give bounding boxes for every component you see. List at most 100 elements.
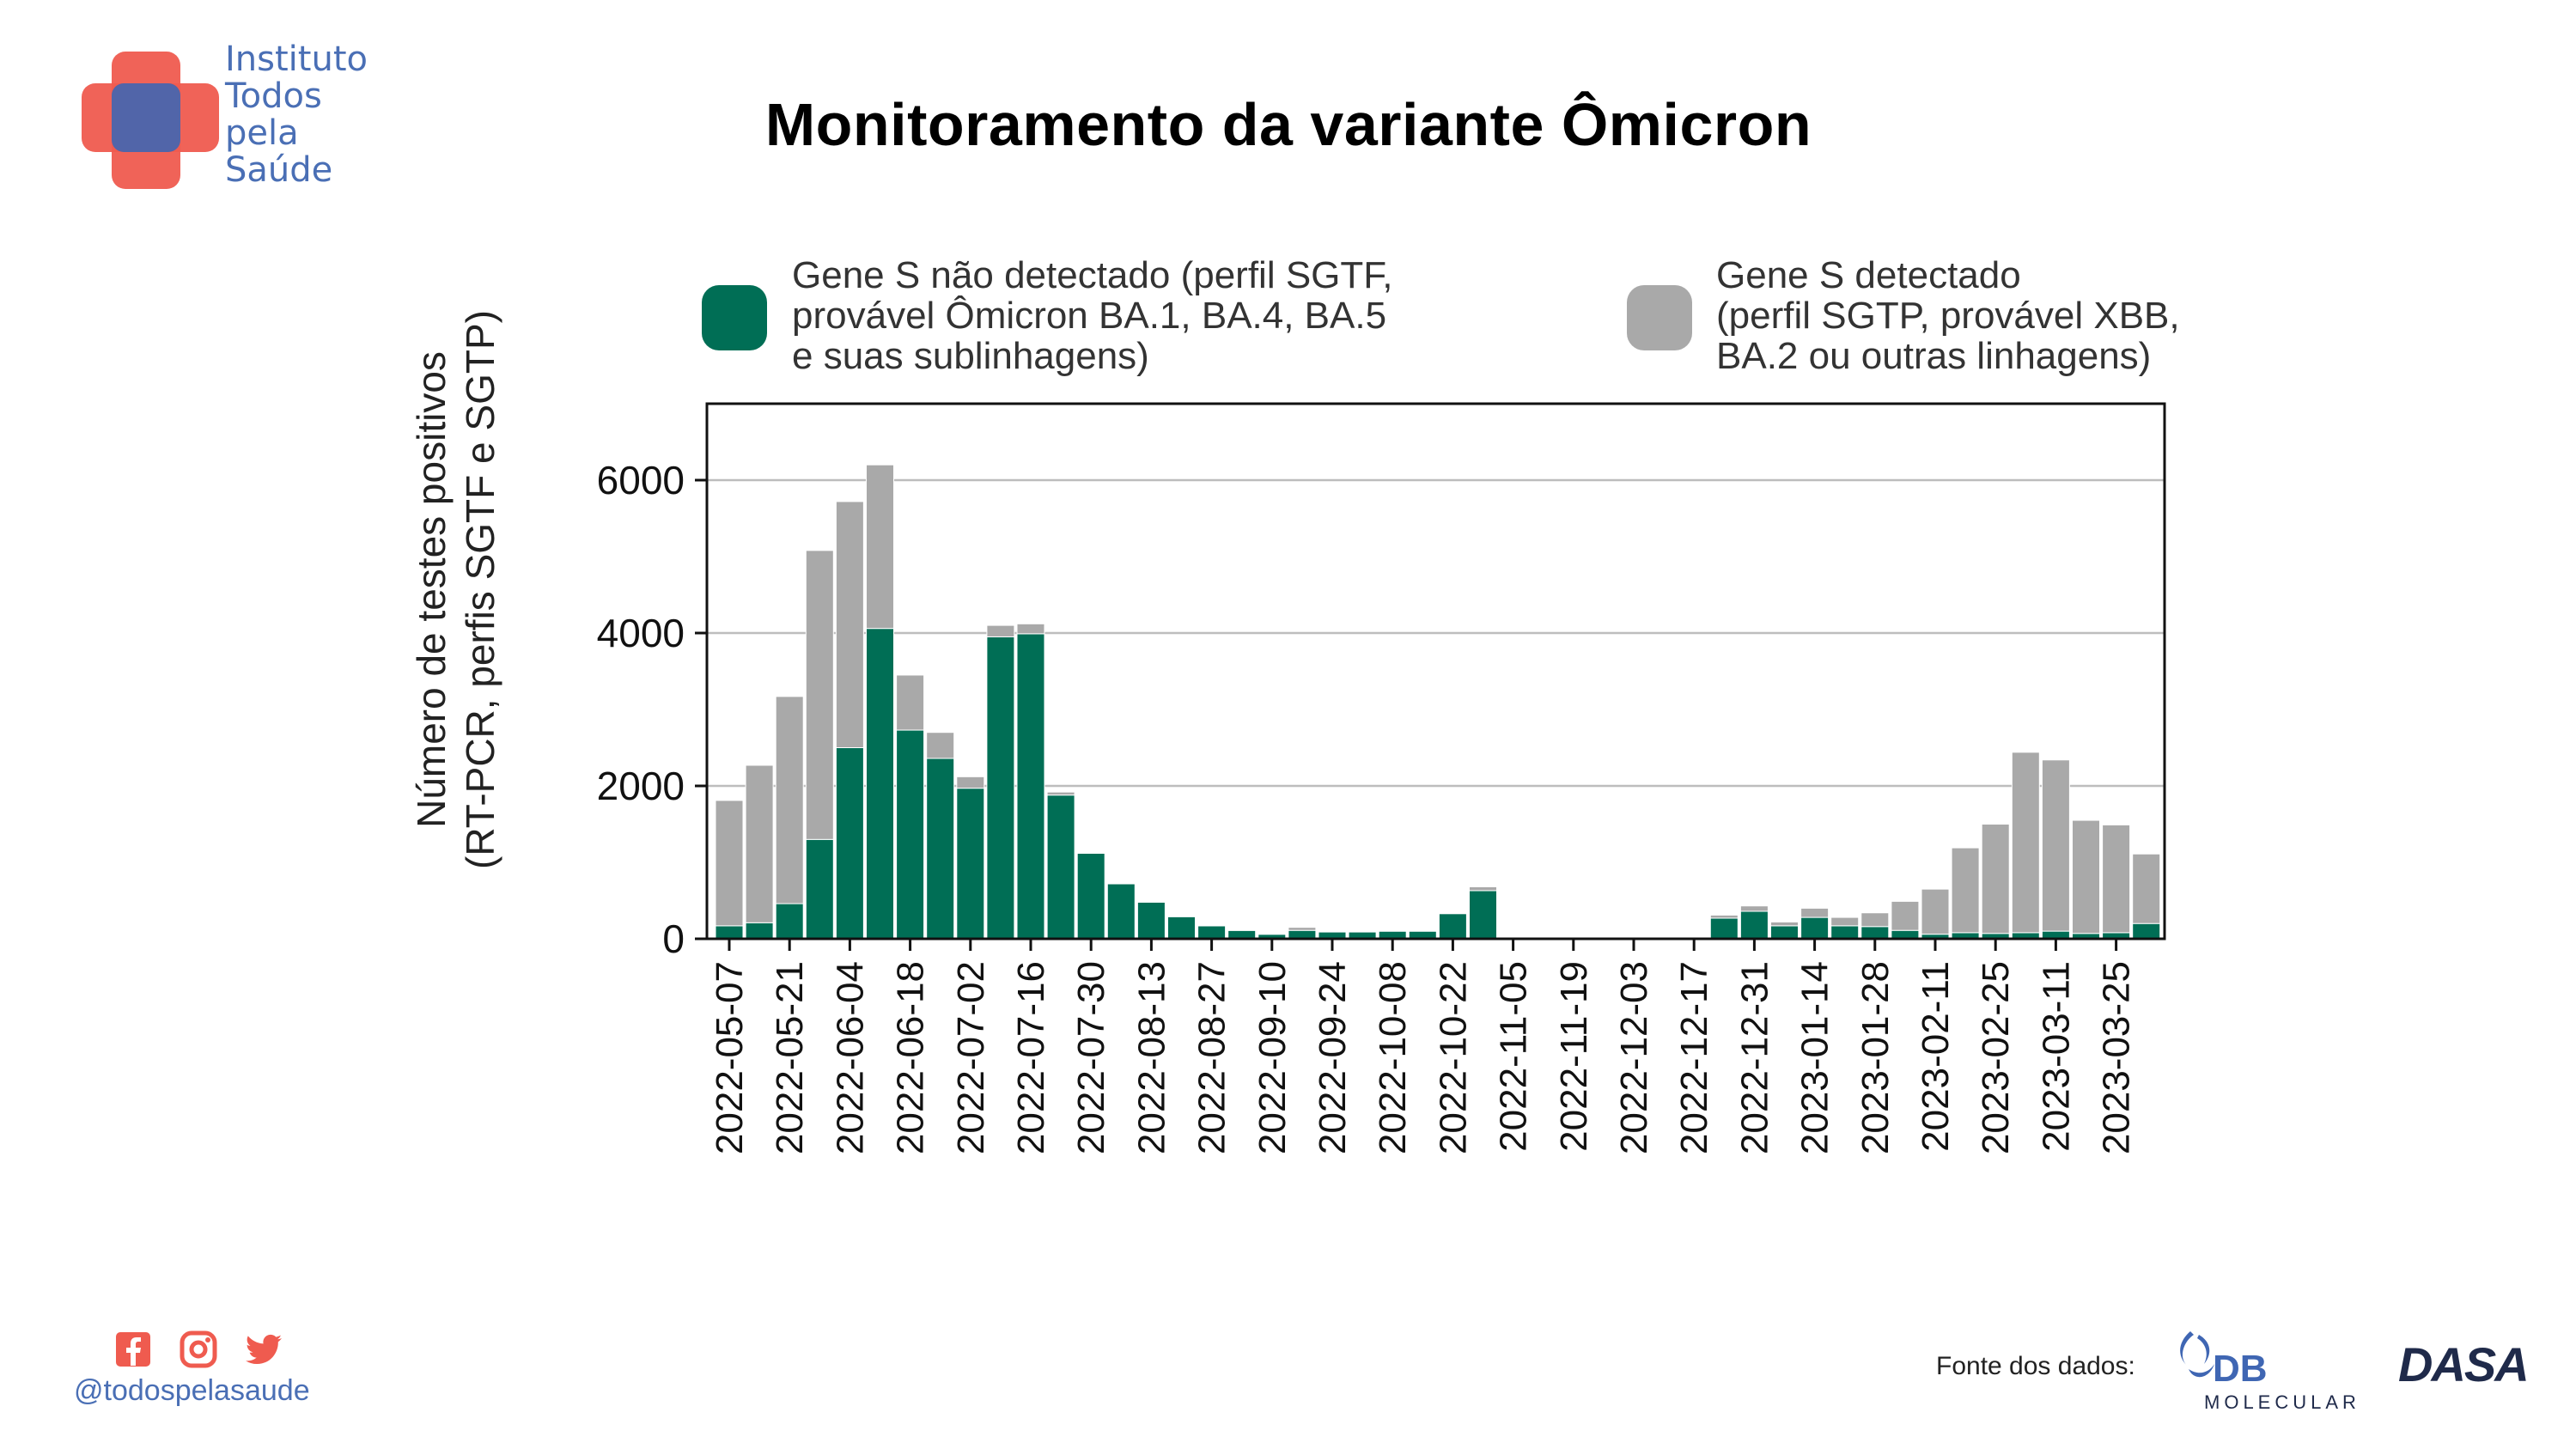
facebook-icon[interactable] xyxy=(113,1330,153,1369)
bar-sgtf xyxy=(1197,925,1227,940)
bar-sgtp xyxy=(896,674,925,731)
bar-sgtp xyxy=(1106,882,1136,885)
legend-swatch xyxy=(1627,285,1692,350)
y-axis-label-line: Número de testes positivos xyxy=(409,351,454,828)
bar-sgtf xyxy=(1469,890,1497,940)
bar-sgtp xyxy=(1469,886,1497,892)
chart-legend: Gene S não detectado (perfil SGTF,prováv… xyxy=(702,254,2180,377)
x-tick-label: 2022-11-19 xyxy=(1553,961,1595,1152)
bar-sgtf xyxy=(715,925,744,940)
y-axis-label-line: (RT-PCR, perfis SGTF e SGTP) xyxy=(458,310,502,869)
bar-sgtp xyxy=(1318,930,1347,933)
x-tick-label: 2022-09-24 xyxy=(1312,961,1354,1154)
bar-sgtp xyxy=(986,624,1015,637)
y-tick-label: 2000 xyxy=(597,764,685,808)
instagram-icon[interactable] xyxy=(179,1330,218,1369)
db-molecular-logo-icon: DB MOLECULAR xyxy=(2180,1331,2356,1413)
bar-sgtp xyxy=(1378,929,1407,932)
bar-sgtp xyxy=(1408,929,1437,932)
db-logo-text: DB xyxy=(2213,1348,2268,1390)
bar-sgtf xyxy=(1167,916,1196,940)
bars xyxy=(715,464,2161,940)
x-tick-label: 2022-06-18 xyxy=(890,961,932,1154)
x-tick-label: 2022-12-17 xyxy=(1673,961,1715,1154)
axes xyxy=(705,402,2166,941)
bar-sgtf xyxy=(1046,795,1075,940)
bar-sgtp xyxy=(1197,924,1227,927)
bar-sgtp xyxy=(1709,914,1739,919)
brand-name-line: Instituto xyxy=(225,40,368,79)
x-tick-label: 2022-09-10 xyxy=(1251,961,1294,1154)
bar-sgtf xyxy=(1800,916,1830,940)
bar-sgtf xyxy=(775,903,804,940)
bar-sgtp xyxy=(1860,912,1890,928)
bar-sgtp xyxy=(1438,912,1467,915)
social-links xyxy=(113,1327,283,1372)
x-tick-label: 2022-11-05 xyxy=(1493,961,1535,1152)
social-handle[interactable]: @todospelasaude xyxy=(74,1374,310,1407)
twitter-icon[interactable] xyxy=(244,1330,283,1369)
bar-sgtf xyxy=(1860,926,1890,940)
plot-frame xyxy=(705,402,2166,941)
x-tick-label: 2022-05-07 xyxy=(709,961,751,1154)
bar-sgtf xyxy=(745,922,774,940)
legend-label-line: e suas sublinhagens) xyxy=(792,335,1149,377)
x-tick-label: 2023-03-11 xyxy=(2035,961,2077,1152)
bar-sgtp xyxy=(2132,853,2161,924)
x-tick-label: 2022-07-02 xyxy=(950,961,992,1154)
dasa-logo-icon: DASA xyxy=(2398,1340,2530,1391)
bar-sgtf xyxy=(805,838,834,940)
brand-name-line: Saúde xyxy=(225,150,333,190)
dasa-logo-text: DASA xyxy=(2398,1340,2528,1391)
bar-sgtf xyxy=(1830,925,1860,940)
x-tick-label: 2022-08-13 xyxy=(1130,961,1172,1154)
x-tick-label: 2023-02-11 xyxy=(1915,961,1957,1152)
bar-sgtp xyxy=(1227,928,1257,931)
bar-sgtp xyxy=(1076,851,1105,854)
bar-sgtp xyxy=(2011,752,2040,934)
bar-sgtp xyxy=(1951,847,1980,934)
x-tick-label: 2022-12-03 xyxy=(1613,961,1655,1154)
x-tick-label: 2022-10-08 xyxy=(1372,961,1414,1154)
bar-sgtp xyxy=(1830,916,1860,927)
bar-sgtp xyxy=(866,464,894,630)
bar-sgtf xyxy=(835,747,864,940)
bar-sgtp xyxy=(926,732,955,759)
bar-sgtf xyxy=(956,788,985,940)
bar-sgtp xyxy=(1136,900,1166,903)
bar-sgtp xyxy=(805,550,834,840)
y-axis-ticks: 0 2000 4000 6000 xyxy=(597,458,707,961)
legend-label-line: BA.2 ou outras linhagens) xyxy=(1716,335,2151,377)
legend-label-line: Gene S detectado xyxy=(1716,254,2021,296)
bar-sgtp xyxy=(835,501,864,748)
bar-sgtp xyxy=(2102,824,2131,934)
bar-sgtp xyxy=(1981,824,2010,935)
bar-sgtp xyxy=(1046,791,1075,796)
bar-sgtp xyxy=(2072,819,2100,935)
bar-sgtf xyxy=(1739,910,1769,940)
bar-sgtf xyxy=(1770,925,1799,940)
bar-sgtf xyxy=(1016,633,1045,940)
bar-sgtf xyxy=(866,628,894,940)
legend-label-line: provável Ômicron BA.1, BA.4, BA.5 xyxy=(792,294,1386,337)
bar-sgtp xyxy=(1770,921,1799,927)
legend-swatch xyxy=(702,285,767,350)
brand-name-line: pela xyxy=(225,113,299,153)
bar-sgtp xyxy=(1016,623,1045,635)
bar-sgtp xyxy=(775,696,804,904)
bar-sgtp xyxy=(1800,907,1830,918)
x-tick-label: 2022-05-21 xyxy=(769,961,811,1154)
x-tick-label: 2023-02-25 xyxy=(1975,961,2017,1154)
x-tick-label: 2022-12-31 xyxy=(1733,961,1775,1154)
bar-sgtf xyxy=(926,758,955,940)
y-tick-label: 0 xyxy=(662,916,685,961)
y-axis-label: Número de testes positivos (RT-PCR, perfi… xyxy=(409,310,502,869)
page-title: Monitoramento da variante Ômicron xyxy=(764,91,1812,158)
bar-sgtp xyxy=(1258,933,1287,935)
bar-sgtp xyxy=(956,776,985,789)
bar-sgtf xyxy=(1106,883,1136,940)
bar-sgtp xyxy=(1288,927,1317,931)
bar-sgtp xyxy=(745,764,774,923)
bar-sgtf xyxy=(1709,917,1739,940)
